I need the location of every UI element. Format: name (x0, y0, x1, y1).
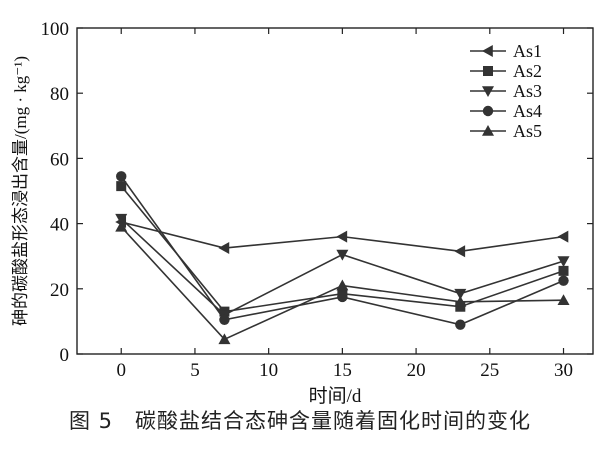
legend-label: As2 (513, 61, 542, 81)
y-tick-label: 100 (41, 19, 70, 40)
data-point (336, 230, 348, 243)
data-point (558, 265, 569, 276)
legend-marker (483, 66, 493, 76)
y-tick-label: 60 (50, 149, 69, 170)
series-as3 (115, 213, 570, 321)
legend-marker (482, 45, 493, 57)
data-point (557, 294, 570, 306)
x-tick-label: 15 (333, 360, 352, 381)
data-point (218, 333, 231, 345)
data-point (455, 319, 466, 330)
legend-label: As3 (513, 81, 542, 101)
legend-item-as2: As2 (470, 61, 542, 81)
legend-label: As5 (513, 121, 542, 141)
y-tick-label: 40 (50, 215, 69, 236)
series-as4 (116, 171, 569, 330)
x-tick-label: 20 (407, 360, 426, 381)
x-tick-label: 0 (116, 360, 126, 381)
x-tick-label: 10 (259, 360, 278, 381)
data-point (337, 291, 348, 303)
data-point (557, 230, 569, 243)
data-point (218, 242, 230, 255)
legend-label: As4 (513, 101, 542, 121)
data-point (115, 220, 128, 232)
data-point (115, 213, 128, 225)
line-chart: 0 5 10 15 20 25 30 0 20 40 60 80 100 时间/d 砷的碳酸盐形态浸出含量/… (11, 19, 594, 407)
data-point (219, 314, 230, 325)
caption-text: 碳酸盐结合态砷含量随着固化时间的变化 (135, 409, 532, 433)
legend-label: As1 (513, 41, 542, 61)
legend-marker (482, 86, 494, 97)
plot-frame (76, 27, 594, 355)
legend-item-as3: As3 (470, 81, 542, 101)
data-point (454, 288, 467, 300)
legend-item-as5: As5 (470, 121, 542, 141)
x-tick-label: 25 (480, 360, 499, 381)
data-point (455, 301, 466, 312)
data-point (336, 279, 349, 291)
legend-item-as4: As4 (470, 101, 542, 121)
figure-caption: 图 5 碳酸盐结合态砷含量随着固化时间的变化 (0, 405, 600, 435)
data-point (454, 245, 466, 258)
legend-item-as1: As1 (470, 41, 542, 61)
legend-marker (482, 105, 494, 117)
y-tick-label: 0 (60, 345, 70, 366)
x-tick-label: 30 (554, 360, 573, 381)
figure-number: 图 5 (68, 409, 114, 433)
series-as5 (115, 220, 570, 345)
y-tick-label: 20 (50, 280, 69, 301)
data-point (116, 181, 127, 192)
y-axis-label: 砷的碳酸盐形态浸出含量/(mg · kg⁻¹) (11, 56, 30, 326)
x-axis-label: 时间/d (309, 385, 362, 405)
x-tick-label: 5 (190, 360, 200, 381)
data-point (454, 295, 467, 307)
legend-marker (482, 125, 494, 136)
data-point (558, 275, 569, 286)
data-point (336, 249, 349, 261)
y-tick-label: 80 (50, 84, 69, 105)
data-point (557, 256, 570, 268)
data-point (116, 171, 127, 182)
